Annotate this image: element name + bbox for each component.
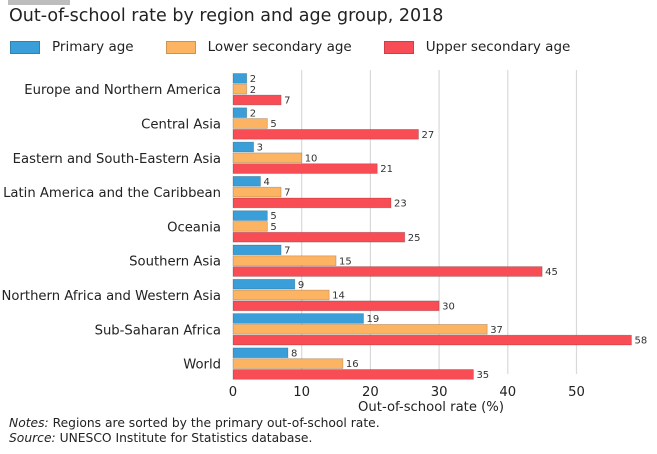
legend-item-primary: Primary age bbox=[10, 39, 134, 55]
bar-value-label: 7 bbox=[284, 246, 290, 257]
bar-value-label: 8 bbox=[291, 348, 297, 359]
bar-value-label: 5 bbox=[270, 119, 276, 130]
bar-value-label: 19 bbox=[367, 314, 380, 325]
bar bbox=[232, 255, 337, 267]
notes-text: Regions are sorted by the primary out-of… bbox=[48, 416, 380, 430]
category-label: Eastern and South-Eastern Asia bbox=[13, 152, 221, 167]
bar bbox=[232, 118, 268, 129]
legend-label-primary: Primary age bbox=[52, 39, 134, 55]
bar bbox=[232, 163, 378, 174]
bar-value-label: 7 bbox=[284, 96, 290, 107]
legend-swatch-upper-secondary bbox=[383, 40, 414, 54]
category-label: Northern Africa and Western Asia bbox=[2, 289, 221, 304]
bar bbox=[232, 128, 419, 140]
bar bbox=[232, 141, 255, 153]
bar bbox=[232, 83, 248, 95]
bar-value-label: 10 bbox=[305, 153, 318, 164]
bar-value-label: 16 bbox=[346, 359, 359, 370]
bar-value-label: 2 bbox=[250, 108, 256, 119]
bar-value-label: 5 bbox=[270, 211, 276, 222]
notes-line: Notes: Regions are sorted by the primary… bbox=[9, 416, 380, 431]
x-axis-title: Out-of-school rate (%) bbox=[358, 400, 504, 415]
bar bbox=[232, 369, 474, 380]
bar-value-label: 35 bbox=[476, 370, 489, 381]
bar bbox=[232, 107, 248, 119]
bar-value-label: 14 bbox=[332, 291, 345, 302]
x-tick-label: 50 bbox=[568, 385, 585, 400]
legend-item-upper-secondary: Upper secondary age bbox=[383, 39, 571, 55]
bar-value-label: 27 bbox=[421, 130, 434, 141]
bar bbox=[232, 300, 440, 312]
bar bbox=[232, 323, 488, 335]
bar bbox=[232, 73, 248, 84]
bar-value-label: 23 bbox=[394, 199, 407, 210]
bar-value-label: 5 bbox=[270, 222, 276, 233]
category-label: Southern Asia bbox=[129, 255, 221, 270]
legend-label-upper-secondary: Upper secondary age bbox=[425, 39, 571, 55]
bar-value-label: 9 bbox=[298, 280, 304, 291]
bar bbox=[232, 186, 282, 198]
x-tick-label: 0 bbox=[229, 385, 237, 400]
bar-value-label: 58 bbox=[634, 336, 647, 347]
category-label: Sub-Saharan Africa bbox=[95, 323, 221, 338]
bar bbox=[232, 289, 330, 301]
bar-value-label: 21 bbox=[380, 164, 393, 175]
source-line: Source: UNESCO Institute for Statistics … bbox=[9, 431, 380, 446]
bar bbox=[232, 175, 261, 187]
bar-value-label: 15 bbox=[339, 256, 352, 267]
legend-label-lower-secondary: Lower secondary age bbox=[207, 39, 352, 55]
x-tick-label: 40 bbox=[499, 385, 516, 400]
bar bbox=[232, 152, 303, 164]
bar-value-label: 2 bbox=[250, 85, 256, 96]
bar-value-label: 3 bbox=[257, 143, 263, 154]
category-label: Europe and Northern America bbox=[24, 83, 221, 98]
bar-value-label: 30 bbox=[442, 301, 455, 312]
legend-swatch-primary bbox=[10, 40, 40, 54]
bar bbox=[232, 347, 289, 359]
x-tick-label: 30 bbox=[431, 385, 448, 400]
legend: Primary age Lower secondary age Upper se… bbox=[10, 39, 602, 55]
bar bbox=[232, 210, 268, 221]
legend-swatch-lower-secondary bbox=[165, 40, 196, 54]
x-tick-label: 10 bbox=[293, 385, 310, 400]
bar bbox=[232, 313, 364, 324]
bar bbox=[232, 94, 282, 106]
header-tab-decoration bbox=[8, 0, 70, 5]
bar-value-label: 7 bbox=[284, 188, 290, 199]
chart-title: Out-of-school rate by region and age gro… bbox=[9, 6, 444, 26]
bar-value-label: 4 bbox=[263, 177, 269, 188]
bar-value-label: 45 bbox=[545, 267, 558, 278]
category-label: Latin America and the Caribbean bbox=[3, 186, 221, 201]
bar-value-label: 2 bbox=[250, 74, 256, 85]
notes-label: Notes: bbox=[9, 416, 49, 430]
bar bbox=[232, 197, 392, 209]
bar bbox=[232, 244, 282, 256]
bar-value-label: 37 bbox=[490, 325, 503, 336]
legend-item-lower-secondary: Lower secondary age bbox=[165, 39, 352, 55]
bar bbox=[232, 231, 406, 243]
bar bbox=[232, 358, 344, 369]
bar bbox=[232, 266, 543, 277]
source-text: UNESCO Institute for Statistics database… bbox=[55, 430, 313, 445]
bar bbox=[232, 334, 632, 346]
source-label: Source: bbox=[9, 430, 56, 445]
bar bbox=[232, 221, 268, 232]
category-label: Oceania bbox=[167, 220, 221, 235]
footnotes: Notes: Regions are sorted by the primary… bbox=[9, 416, 380, 445]
bar-value-label: 25 bbox=[408, 233, 421, 244]
x-tick-label: 20 bbox=[362, 385, 379, 400]
category-label: World bbox=[183, 358, 221, 373]
category-label: Central Asia bbox=[141, 118, 221, 133]
bar bbox=[232, 278, 296, 290]
